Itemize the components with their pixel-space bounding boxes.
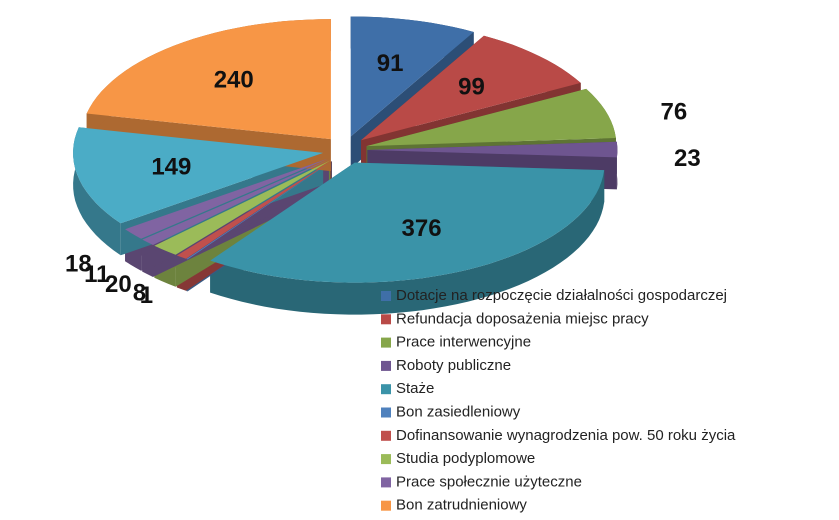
legend-swatch	[381, 360, 391, 371]
legend-swatch	[381, 477, 391, 488]
legend-swatch	[381, 454, 391, 465]
data-label: 18	[65, 250, 92, 277]
data-label: 8	[133, 279, 146, 306]
data-label: 91	[377, 50, 404, 77]
data-label: 23	[674, 145, 701, 172]
legend-label: Bon zasiedleniowy	[396, 403, 521, 420]
slice	[361, 35, 581, 141]
data-label: 76	[660, 99, 687, 126]
legend-swatch	[381, 407, 391, 418]
legend-label: Studia podyplomowe	[396, 450, 535, 467]
legend-label: Dofinansowanie wynagrodzenia pow. 50 rok…	[396, 427, 736, 444]
legend-swatch	[381, 337, 391, 348]
data-label: 240	[214, 66, 254, 93]
legend-label: Refundacja doposażenia miejsc pracy	[396, 310, 649, 327]
data-label: 1	[140, 282, 153, 309]
data-label: 11	[84, 261, 109, 288]
data-label: 376	[402, 215, 442, 242]
legend-label: Roboty publiczne	[396, 357, 511, 374]
legend-label: Prace społecznie użyteczne	[396, 473, 582, 490]
data-label: 99	[458, 73, 485, 100]
slice	[366, 88, 616, 147]
legend-swatch	[381, 314, 391, 325]
slice	[210, 162, 605, 283]
slice	[176, 161, 332, 259]
slice	[73, 127, 324, 224]
legend-swatch	[381, 291, 391, 301]
slice	[154, 160, 331, 255]
slice-wall	[73, 127, 121, 256]
legend-label: Dotacje na rozpoczęcie działalności gosp…	[396, 287, 727, 304]
slice	[350, 16, 474, 137]
legend-label: Bon zatrudnieniowy	[396, 497, 527, 514]
slice	[142, 159, 329, 245]
slice	[86, 19, 331, 140]
legend-swatch	[381, 384, 391, 395]
slice	[186, 161, 332, 260]
data-label: 149	[151, 153, 191, 180]
slice-wall	[210, 170, 605, 315]
slice	[125, 158, 328, 239]
legend-label: Staże	[396, 380, 434, 397]
legend-swatch	[381, 430, 391, 441]
data-label: 20	[105, 271, 132, 298]
legend-label: Prace interwencyjne	[396, 334, 531, 351]
legend-swatch	[381, 500, 391, 511]
pie-tops	[73, 16, 618, 283]
slice	[367, 141, 618, 158]
